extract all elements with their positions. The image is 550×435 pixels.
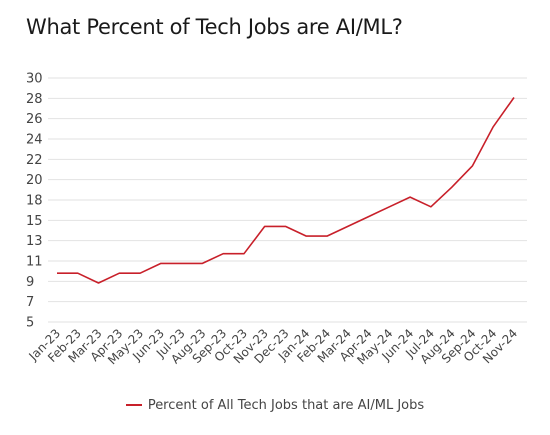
y-tick-label: 24 bbox=[26, 133, 43, 148]
series-layer bbox=[55, 96, 516, 285]
y-tick-label: 20 bbox=[26, 173, 43, 188]
data-point bbox=[450, 185, 454, 189]
y-tick-label: 11 bbox=[26, 255, 43, 270]
y-tick-label: 5 bbox=[26, 316, 34, 331]
data-point bbox=[304, 234, 308, 238]
data-point bbox=[263, 224, 267, 228]
data-point bbox=[491, 125, 495, 129]
y-axis-ticks: 30 28 26 24 22 20 18 15 13 11 9 7 5 bbox=[26, 72, 43, 331]
data-point bbox=[284, 224, 288, 228]
y-tick-label: 7 bbox=[26, 295, 34, 310]
data-point bbox=[367, 215, 371, 219]
y-tick-label: 28 bbox=[26, 92, 43, 107]
data-point bbox=[325, 234, 329, 238]
gridlines bbox=[48, 77, 527, 323]
data-point bbox=[242, 252, 246, 256]
data-point bbox=[512, 96, 516, 100]
legend-swatch bbox=[125, 403, 142, 406]
data-point bbox=[346, 224, 350, 228]
legend-label: Percent of All Tech Jobs that are AI/ML … bbox=[147, 398, 425, 413]
y-tick-label: 15 bbox=[26, 214, 43, 229]
chart-title: What Percent of Tech Jobs are AI/ML? bbox=[26, 15, 403, 39]
data-point bbox=[408, 195, 412, 199]
data-point bbox=[221, 252, 225, 256]
y-tick-label: 26 bbox=[26, 112, 43, 127]
x-axis-ticks: Jan-23Feb-23Mar-23Apr-23May-23Jun-23Jul-… bbox=[26, 326, 521, 367]
data-point bbox=[470, 164, 474, 168]
y-tick-label: 18 bbox=[26, 194, 43, 209]
data-point bbox=[180, 261, 184, 265]
data-point bbox=[159, 261, 163, 265]
data-point bbox=[138, 271, 142, 275]
data-point bbox=[429, 205, 433, 209]
y-tick-label: 22 bbox=[26, 153, 43, 168]
data-point bbox=[97, 281, 101, 285]
legend: Percent of All Tech Jobs that are AI/ML … bbox=[0, 398, 550, 413]
data-point bbox=[117, 271, 121, 275]
data-point bbox=[387, 205, 391, 209]
data-point bbox=[200, 261, 204, 265]
y-tick-label: 9 bbox=[26, 275, 34, 290]
y-tick-label: 30 bbox=[26, 72, 43, 87]
data-point bbox=[76, 271, 80, 275]
series-line bbox=[57, 97, 515, 284]
data-point bbox=[55, 271, 59, 275]
y-tick-label: 13 bbox=[26, 234, 43, 249]
